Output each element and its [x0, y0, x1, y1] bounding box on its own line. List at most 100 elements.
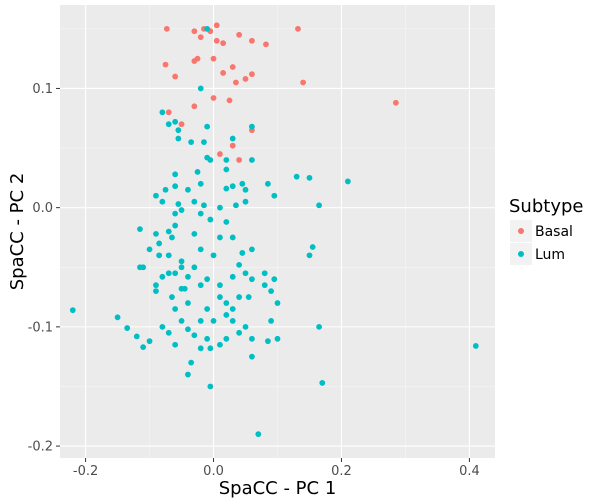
point-lum [217, 294, 223, 300]
point-lum [229, 318, 236, 324]
point-lum [197, 210, 204, 217]
point-basal [210, 95, 217, 101]
point-lum [236, 329, 243, 336]
point-lum [316, 323, 322, 330]
point-lum [249, 246, 255, 253]
point-lum [233, 202, 239, 209]
point-lum [236, 261, 243, 268]
point-basal [191, 103, 198, 110]
legend-key-lum [518, 251, 524, 257]
point-lum [69, 307, 76, 314]
point-basal [210, 55, 217, 62]
point-lum [191, 230, 198, 237]
point-lum [188, 139, 195, 145]
major-gridlines [60, 5, 495, 458]
legend-title: Subtype [509, 196, 583, 217]
point-lum [217, 282, 223, 289]
point-lum [197, 345, 204, 352]
point-lum [265, 338, 271, 345]
point-basal [213, 22, 220, 29]
point-lum [124, 325, 131, 331]
point-lum [178, 318, 185, 324]
point-lum [172, 210, 179, 217]
point-lum [319, 379, 326, 386]
point-lum [249, 123, 255, 130]
point-lum [197, 180, 204, 187]
point-lum [165, 270, 172, 277]
point-lum [344, 178, 351, 185]
x-tick-label: 0.4 [459, 464, 480, 479]
point-lum [169, 234, 175, 241]
point-lum [172, 306, 179, 312]
point-lum [210, 318, 217, 324]
point-lum [265, 180, 271, 187]
point-lum [165, 329, 172, 336]
point-lum [146, 338, 153, 345]
point-lum [204, 154, 211, 161]
point-lum [178, 207, 185, 213]
point-lum [223, 300, 230, 306]
point-basal [220, 40, 227, 47]
point-lum [268, 288, 275, 295]
point-lum [185, 186, 191, 193]
point-lum [223, 166, 230, 173]
point-lum [175, 135, 182, 142]
x-axis-title: SpaCC - PC 1 [219, 478, 337, 499]
point-lum [223, 335, 230, 342]
point-lum [197, 282, 204, 289]
point-lum [223, 185, 230, 192]
point-basal [217, 151, 223, 157]
point-lum [204, 276, 211, 283]
point-basal [392, 99, 399, 106]
point-lum [306, 174, 313, 181]
point-lum [197, 246, 204, 253]
point-lum [217, 234, 223, 241]
point-lum [236, 294, 243, 300]
point-lum [178, 264, 185, 271]
y-axis-title: SpaCC - PC 2 [7, 173, 28, 291]
point-lum [249, 276, 255, 283]
point-lum [140, 344, 147, 351]
point-lum [165, 252, 172, 259]
point-basal [163, 25, 170, 32]
point-lum [159, 323, 166, 330]
data-points [69, 22, 479, 438]
point-lum [133, 333, 140, 340]
point-lum [191, 198, 198, 205]
point-lum [245, 294, 252, 300]
point-basal [226, 97, 233, 104]
point-lum [204, 25, 211, 32]
point-basal [242, 76, 249, 82]
minor-gridlines [60, 5, 495, 458]
point-lum [153, 230, 159, 237]
point-lum [197, 85, 204, 92]
legend: Subtype Basal Lum [509, 196, 583, 265]
point-basal [197, 34, 204, 41]
point-basal [172, 73, 179, 80]
point-lum [153, 192, 159, 199]
point-lum [242, 323, 249, 330]
point-basal [229, 64, 236, 70]
point-lum [172, 183, 179, 190]
point-lum [172, 341, 179, 348]
point-lum [217, 204, 223, 211]
point-basal [295, 25, 301, 32]
point-lum [223, 157, 230, 163]
point-lum [153, 282, 159, 289]
point-lum [223, 312, 230, 318]
point-lum [207, 383, 214, 390]
point-lum [172, 222, 179, 229]
point-basal [178, 121, 185, 128]
x-tick-label: 0.0 [203, 464, 224, 479]
point-lum [159, 109, 166, 116]
point-lum [156, 240, 163, 247]
point-lum [172, 118, 179, 125]
point-lum [172, 171, 179, 178]
point-lum [114, 314, 121, 321]
point-lum [249, 157, 255, 163]
point-lum [229, 135, 236, 142]
point-lum [156, 252, 163, 259]
y-tick-label: -0.1 [28, 320, 53, 335]
point-basal [213, 37, 220, 44]
legend-keys: Basal Lum [510, 220, 573, 265]
